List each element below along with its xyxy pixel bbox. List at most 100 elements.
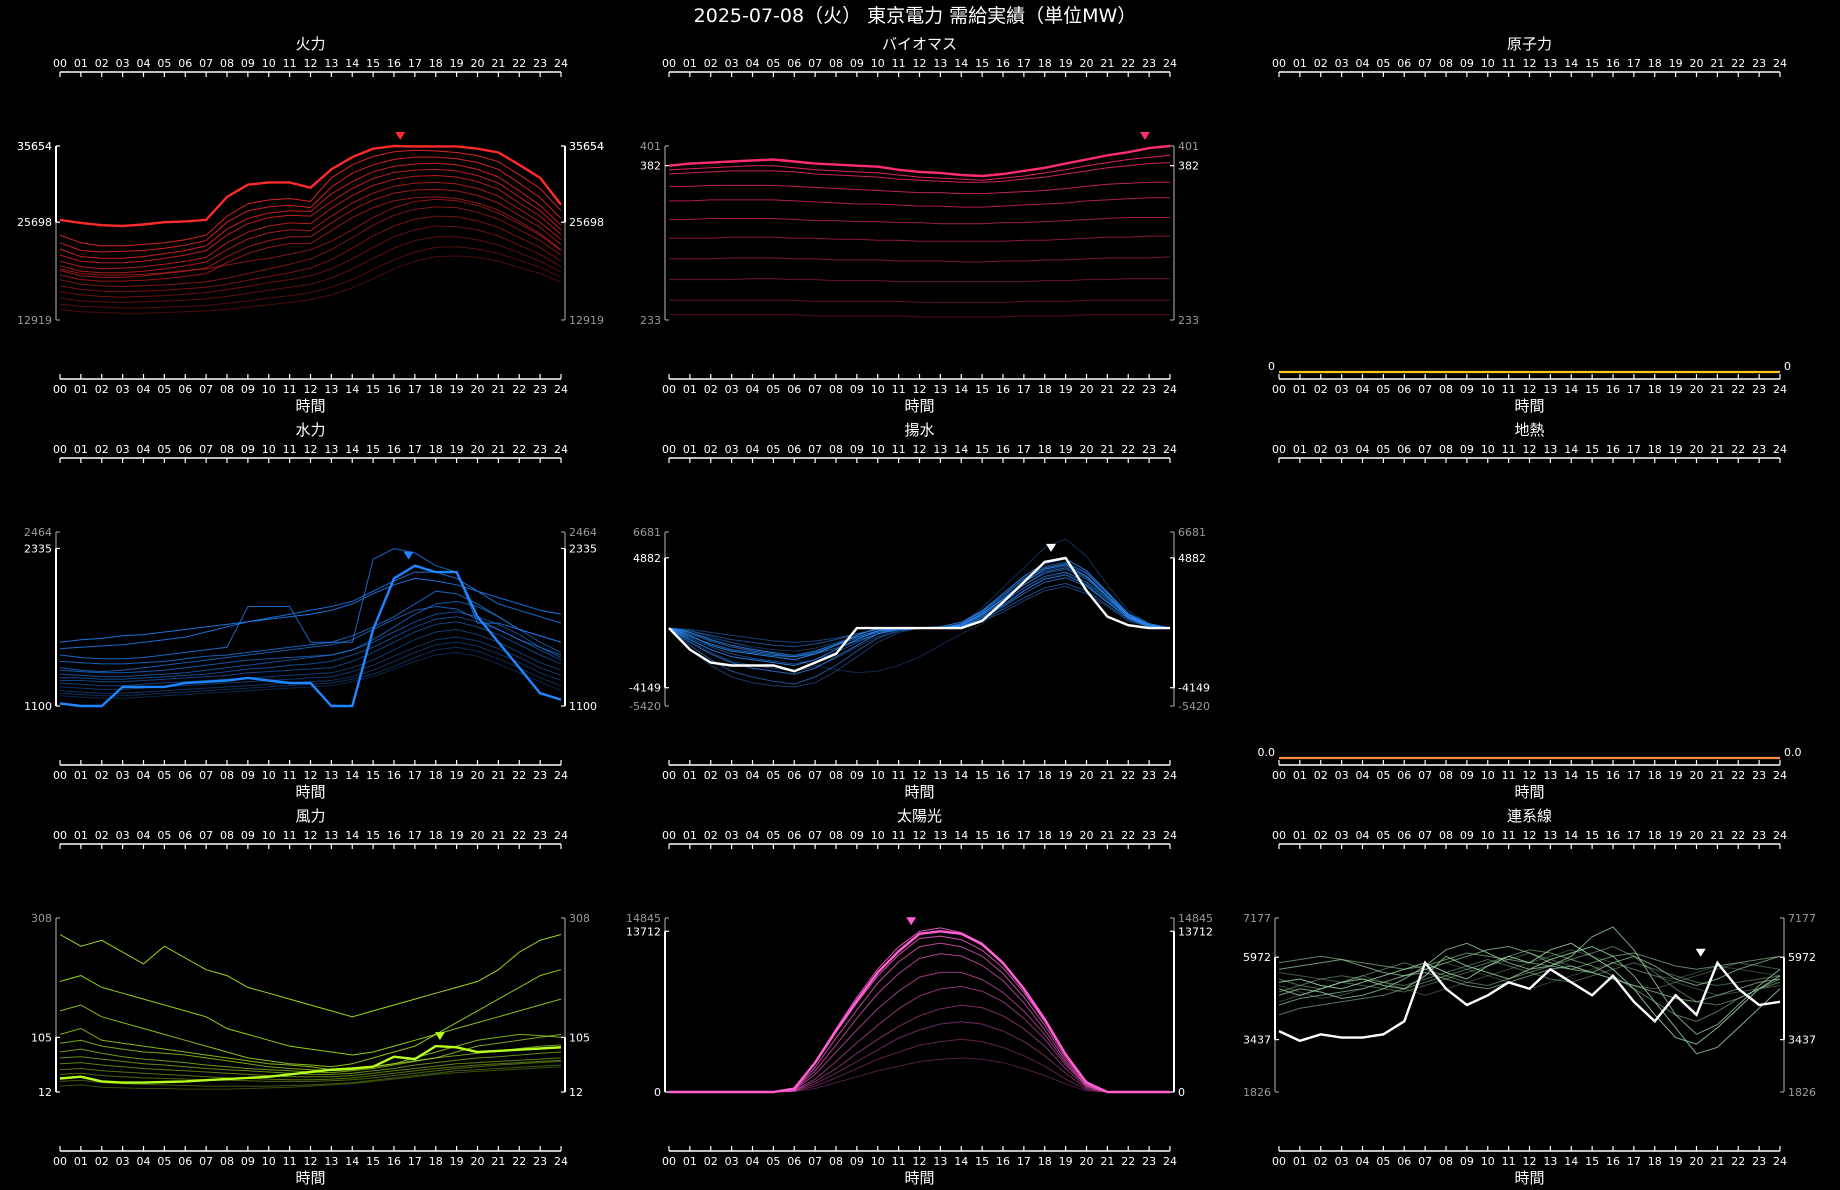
- bottom-axis-tick-label: 06: [178, 1155, 192, 1168]
- top-axis-tick-label: 01: [74, 57, 88, 70]
- top-axis-tick-label: 12: [304, 443, 318, 456]
- bottom-axis-tick-label: 07: [199, 383, 213, 396]
- series-line-today: [1278, 960, 1781, 1043]
- bottom-axis-tick-label: 10: [1481, 769, 1495, 782]
- top-axis-tick-label: 22: [1121, 443, 1135, 456]
- top-axis-tick-label: 07: [1418, 829, 1432, 842]
- chart-title: バイオマス: [882, 35, 957, 53]
- bottom-axis-tick-label: 11: [892, 383, 906, 396]
- bottom-axis-tick-label: 22: [1731, 1155, 1745, 1168]
- top-axis-tick-label: 14: [954, 57, 968, 70]
- bottom-axis-tick-label: 00: [1272, 1155, 1286, 1168]
- bottom-axis-tick-label: 17: [408, 383, 422, 396]
- top-axis-tick-label: 24: [1163, 57, 1177, 70]
- series-line: [59, 188, 562, 278]
- bottom-axis-tick-label: 24: [1773, 383, 1787, 396]
- y-axis-tick-label: -4149: [629, 682, 661, 695]
- top-axis-tick-label: 17: [408, 443, 422, 456]
- bottom-axis-tick-label: 09: [241, 1155, 255, 1168]
- bottom-axis-tick-label: 19: [450, 383, 464, 396]
- chart-title: 揚水: [904, 421, 934, 439]
- bottom-axis-tick-label: 17: [1627, 769, 1641, 782]
- bottom-axis-tick-label: 03: [116, 769, 130, 782]
- top-axis-tick-label: 09: [241, 443, 255, 456]
- bottom-axis-tick-label: 07: [808, 1155, 822, 1168]
- series-line-today: [668, 556, 1170, 673]
- bottom-axis-tick-label: 21: [491, 1155, 505, 1168]
- peak-marker-icon: [395, 132, 406, 140]
- top-axis-tick-label: 21: [491, 443, 505, 456]
- top-axis-tick-label: 17: [1017, 829, 1031, 842]
- bottom-axis-tick-label: 09: [850, 769, 864, 782]
- top-axis-tick-label: 15: [975, 829, 989, 842]
- top-axis-tick-label: 02: [95, 57, 109, 70]
- bottom-axis-tick-label: 09: [1460, 1155, 1474, 1168]
- y-axis-tick-label: 233: [640, 314, 661, 327]
- top-axis-tick-label: 01: [683, 57, 697, 70]
- top-axis-tick-label: 14: [1564, 443, 1578, 456]
- series-line: [668, 162, 1171, 183]
- page-title: 2025-07-08（火） 東京電力 需給実績（単位MW）: [694, 5, 1137, 27]
- bottom-axis-tick-label: 15: [366, 769, 380, 782]
- bottom-axis-tick-label: 04: [1356, 1155, 1370, 1168]
- bottom-axis-tick-label: 06: [1397, 769, 1411, 782]
- series-line: [59, 1066, 562, 1090]
- x-axis-label: 時間: [904, 1169, 934, 1187]
- top-axis-tick-label: 24: [554, 829, 568, 842]
- bottom-axis-tick-label: 18: [1038, 769, 1052, 782]
- series-line-today: [669, 930, 1170, 1094]
- bottom-axis-tick-label: 13: [1543, 383, 1557, 396]
- top-axis-tick-label: 14: [345, 57, 359, 70]
- top-axis-tick-label: 23: [1752, 57, 1766, 70]
- series-line: [60, 616, 562, 680]
- y-axis-tick-label: 3437: [1788, 1034, 1816, 1047]
- top-axis-tick-label: 23: [1752, 443, 1766, 456]
- bottom-axis-tick-label: 08: [829, 383, 843, 396]
- series-line: [59, 600, 562, 674]
- top-axis-tick-label: 10: [1481, 57, 1495, 70]
- top-axis-tick-label: 02: [95, 829, 109, 842]
- top-axis-tick-label: 23: [1752, 829, 1766, 842]
- top-axis-tick-label: 09: [850, 443, 864, 456]
- bottom-axis-tick-label: 23: [533, 769, 547, 782]
- bottom-axis-tick-label: 05: [1376, 769, 1390, 782]
- top-axis-tick-label: 06: [787, 829, 801, 842]
- bottom-axis-tick-label: 22: [1731, 383, 1745, 396]
- bottom-axis-tick-label: 19: [1669, 769, 1683, 782]
- bottom-axis-tick-label: 18: [429, 769, 443, 782]
- bottom-axis-tick-label: 22: [1121, 1155, 1135, 1168]
- bottom-axis-tick-label: 24: [1163, 383, 1177, 396]
- top-axis-tick-label: 00: [662, 443, 676, 456]
- bottom-axis-tick-label: 09: [1460, 383, 1474, 396]
- top-axis-tick-label: 13: [324, 57, 338, 70]
- bottom-axis-tick-label: 05: [1376, 1155, 1390, 1168]
- bottom-axis-tick-label: 02: [95, 1155, 109, 1168]
- bottom-axis-tick-label: 18: [1648, 1155, 1662, 1168]
- bottom-axis-tick-label: 21: [1710, 383, 1724, 396]
- y-axis-tick-label: 308: [31, 912, 52, 925]
- bottom-axis-tick-label: 12: [1523, 1155, 1537, 1168]
- bottom-axis-tick-label: 20: [1690, 1155, 1704, 1168]
- top-axis-tick-label: 00: [1272, 443, 1286, 456]
- bottom-axis-tick-label: 11: [283, 769, 297, 782]
- top-axis-tick-label: 17: [1627, 57, 1641, 70]
- top-axis-tick-label: 16: [1606, 443, 1620, 456]
- top-axis-tick-label: 04: [137, 57, 151, 70]
- top-axis-tick-label: 14: [954, 443, 968, 456]
- top-axis-tick-label: 06: [787, 57, 801, 70]
- bottom-axis-tick-label: 18: [1038, 383, 1052, 396]
- bottom-axis-tick-label: 18: [1038, 1155, 1052, 1168]
- bottom-axis-tick-label: 15: [1585, 769, 1599, 782]
- bottom-axis-tick-label: 20: [1080, 769, 1094, 782]
- top-axis-tick-label: 21: [1100, 57, 1114, 70]
- series-line: [59, 181, 562, 274]
- top-axis-tick-label: 09: [241, 57, 255, 70]
- top-axis-tick-label: 21: [491, 57, 505, 70]
- y-axis-tick-label: 401: [640, 140, 661, 153]
- top-axis-tick-label: 22: [1731, 57, 1745, 70]
- bottom-axis-tick-label: 14: [954, 769, 968, 782]
- bottom-axis-tick-label: 01: [683, 1155, 697, 1168]
- top-axis-tick-label: 23: [1142, 443, 1156, 456]
- y-axis-tick-label: 13712: [1178, 925, 1213, 938]
